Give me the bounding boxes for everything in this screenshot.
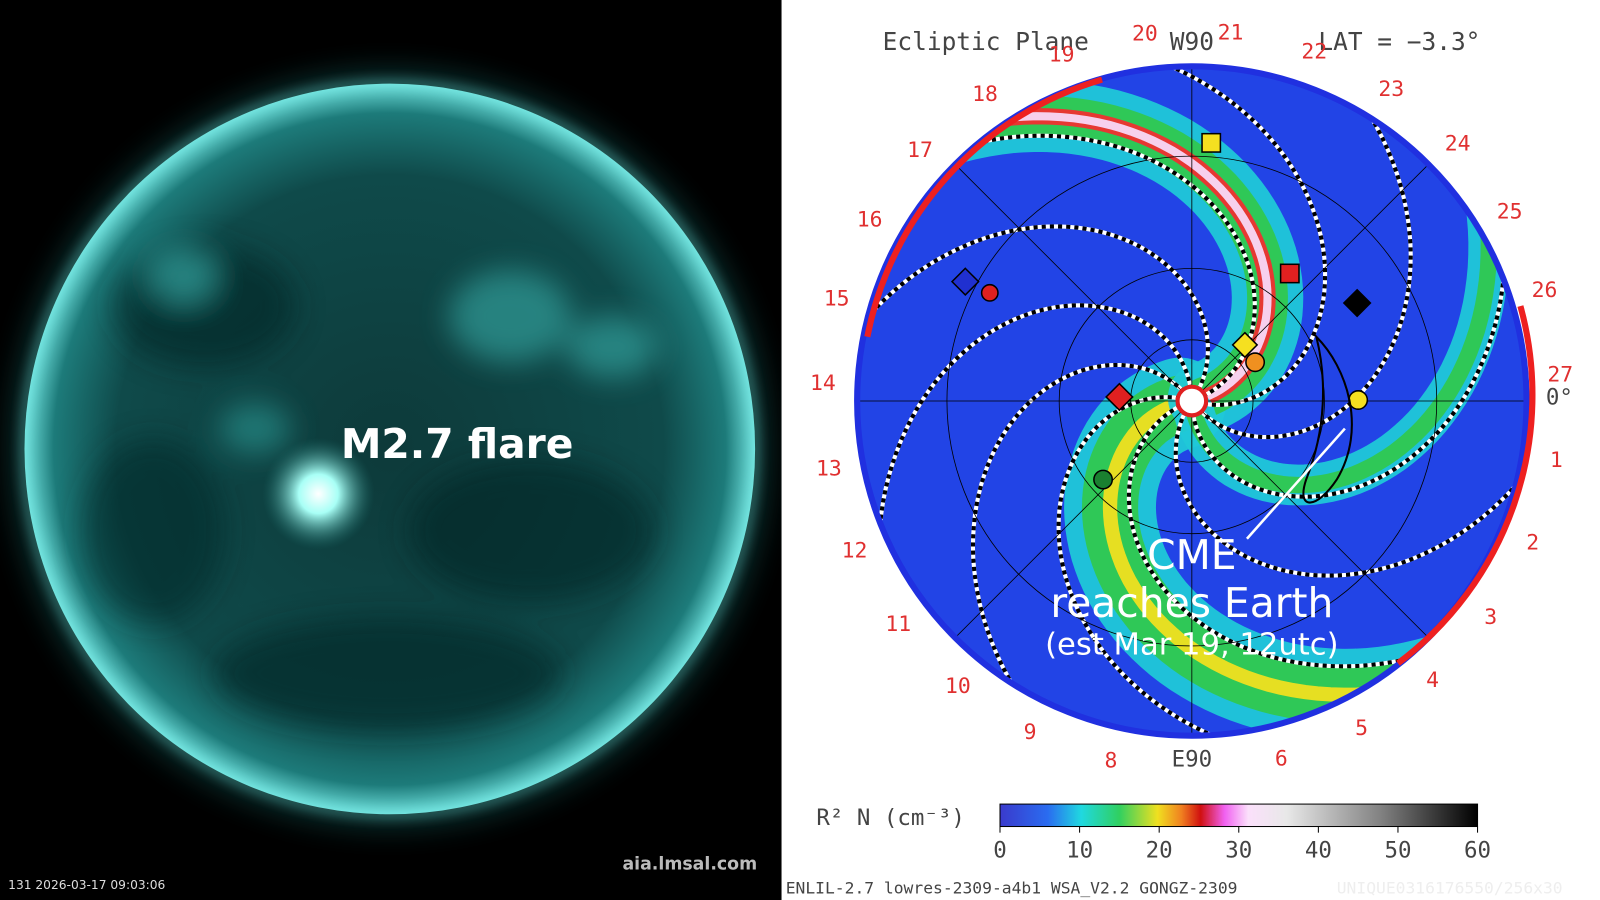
day-label: 23: [1378, 77, 1404, 102]
border-arc: [1396, 305, 1536, 666]
bottom-label: E90: [1172, 747, 1213, 773]
day-label: 25: [1497, 200, 1523, 225]
colorbar-label: R² N (cm⁻³): [816, 805, 965, 831]
day-label: 3: [1484, 605, 1497, 630]
day-label: 5: [1355, 716, 1368, 741]
day-label: 2: [1526, 530, 1539, 555]
plot-title: Ecliptic Plane: [883, 27, 1089, 56]
colorbar-ticks: 0 10 20 30 40 50 60: [993, 826, 1491, 864]
cme-contour: [1302, 333, 1353, 504]
footer: ENLIL-2.7 lowres-2309-a4b1 WSA_V2.2 GONG…: [786, 878, 1238, 897]
flare-label: M2.7 flare: [341, 420, 574, 468]
top-label: W90: [1170, 27, 1214, 56]
day-label: 17: [907, 138, 933, 163]
day-label: 6: [1275, 746, 1288, 771]
angle-label: 0°: [1546, 384, 1573, 410]
field-line: [949, 66, 1328, 407]
day-label: 4: [1426, 668, 1439, 693]
colorbar-tick-label: 50: [1384, 838, 1411, 864]
annotation-pointer: [1245, 427, 1346, 540]
day-label: 10: [945, 674, 971, 699]
timestamp: 131 2026-03-17 09:03:06: [8, 878, 165, 892]
colorbar-tick-label: 0: [993, 838, 1007, 864]
day-label: 20: [1132, 22, 1158, 47]
colorbar-tick-label: 30: [1225, 838, 1252, 864]
day-label: 26: [1532, 278, 1558, 303]
day-label: 9: [1024, 720, 1037, 745]
latitude: LAT = −3.3°: [1318, 27, 1480, 56]
field-line: [857, 224, 1211, 522]
colorbar-tick-label: 40: [1305, 838, 1332, 864]
colorbar: [999, 803, 1479, 828]
day-label: 16: [857, 207, 883, 232]
markers: [950, 132, 1372, 490]
day-label: 24: [1445, 131, 1471, 156]
day-label: 19: [1049, 42, 1075, 67]
watermark: UNIQUE0316176550/256x30: [1337, 878, 1563, 897]
annotation-line: reaches Earth: [1050, 579, 1333, 627]
sun-texture: [81, 244, 659, 730]
field-line: [1173, 280, 1527, 578]
day-label: 1: [1550, 448, 1563, 473]
day-label: 8: [1105, 748, 1118, 773]
day-label: 14: [810, 371, 836, 396]
annotation-line: (est Mar 19, 12utc): [1045, 627, 1338, 662]
disc-border: [854, 63, 1530, 739]
border-arc: [864, 76, 1103, 338]
day-label: 11: [885, 612, 911, 637]
day-label: 13: [816, 457, 842, 482]
day-label: 15: [824, 287, 850, 312]
credit: aia.lmsal.com: [622, 854, 757, 874]
colorbar-tick-label: 20: [1146, 838, 1173, 864]
day-label: 22: [1301, 39, 1327, 64]
field-line: [1056, 395, 1435, 736]
flare-spot: [262, 437, 375, 550]
sun-limb: [22, 81, 758, 817]
day-label: 21: [1218, 21, 1244, 46]
colorbar-tick-label: 10: [1066, 838, 1093, 864]
annotation-line: CME: [1147, 531, 1236, 579]
day-label: 27: [1547, 362, 1573, 387]
day-label: 12: [842, 538, 868, 563]
day-label: 18: [972, 82, 998, 107]
colorbar-tick-label: 60: [1464, 838, 1491, 864]
